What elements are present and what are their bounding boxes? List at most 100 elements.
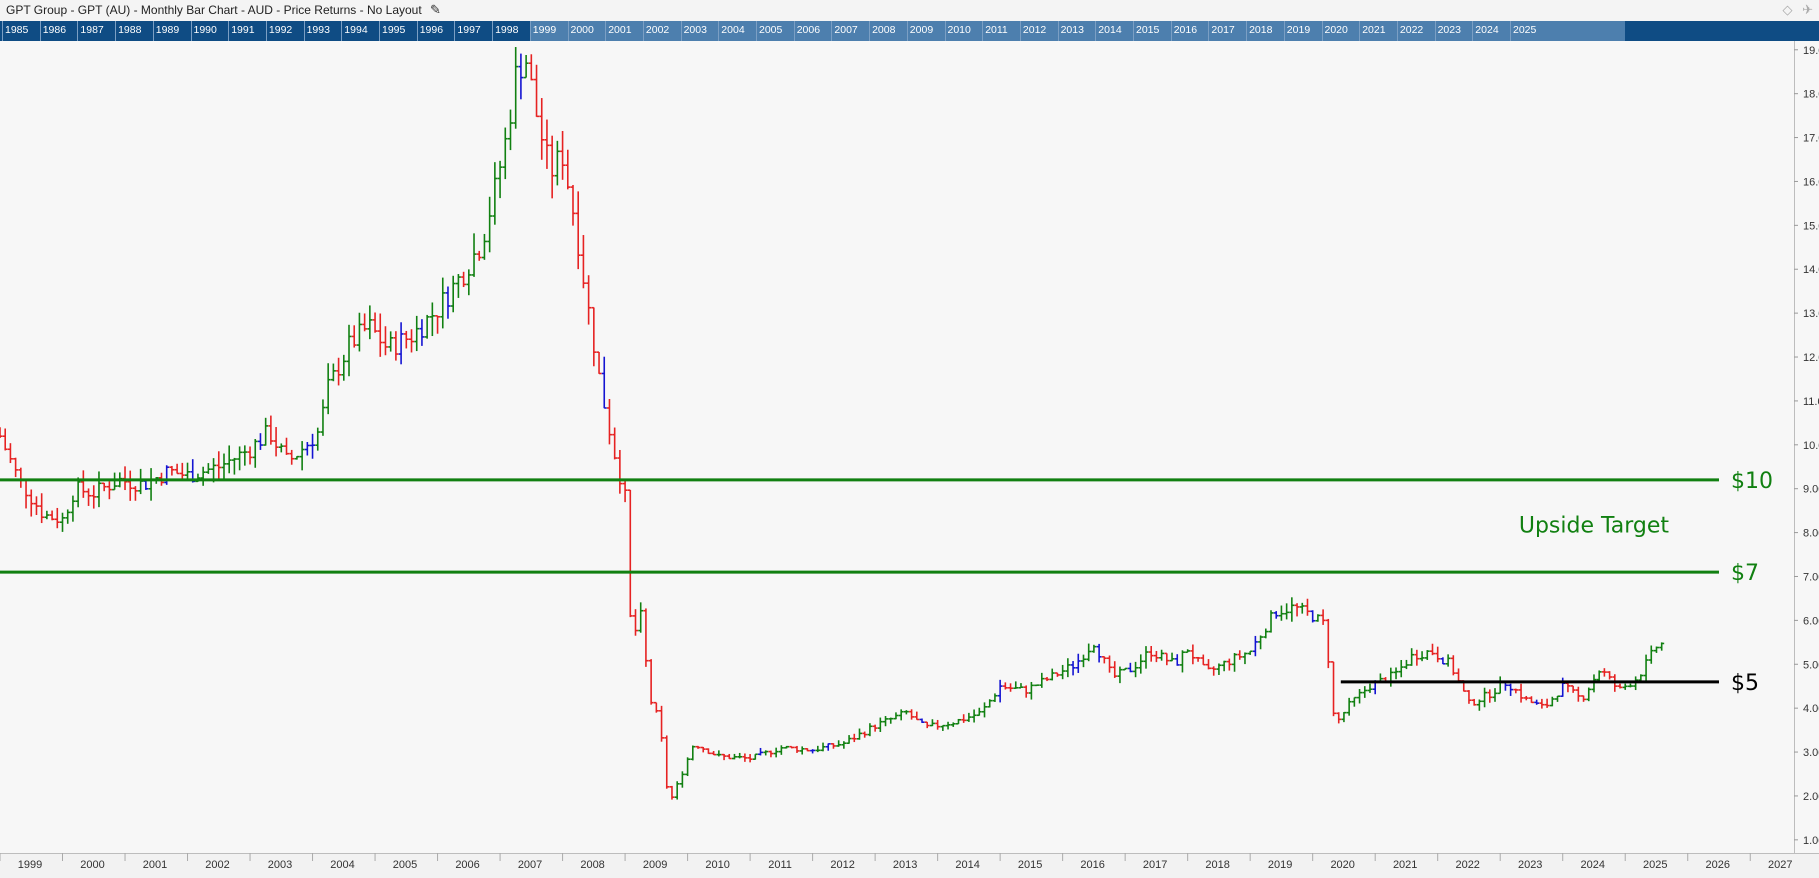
navigator-year-label: 2004 [721, 24, 745, 36]
x-tick-label: 2026 [1705, 859, 1729, 871]
date-navigator[interactable]: 1985 1986 1987 1988 1989 1990 1991 1992 1993 1994… [0, 21, 1819, 41]
navigator-tick [718, 21, 720, 41]
window-controls: ◇ ✈ [1776, 2, 1813, 18]
y-tick-label: 7.00 [1803, 571, 1819, 583]
price-bars [0, 47, 1665, 800]
y-tick-label: 13.00 [1803, 308, 1819, 320]
y-tick-label: 6.00 [1803, 615, 1819, 627]
upside-target-annotation: Upside Target [1519, 514, 1670, 539]
navigator-tick [303, 21, 305, 41]
navigator-year-label: 1998 [495, 24, 519, 36]
navigator-year-label: 2012 [1022, 24, 1047, 36]
navigator-tick [1133, 21, 1134, 41]
x-tick-label: 2024 [1580, 859, 1604, 871]
y-tick-label: 10.00 [1803, 440, 1819, 452]
x-tick-label: 2000 [80, 859, 104, 871]
navigator-year-label: 2015 [1136, 24, 1160, 36]
title-bar: GPT Group - GPT (AU) - Monthly Bar Chart… [0, 0, 1819, 22]
x-tick-label: 2012 [830, 859, 854, 871]
y-tick-label: 2.00 [1803, 791, 1819, 803]
y-tick-label: 12.00 [1803, 352, 1819, 364]
level-label: $10 [1731, 469, 1773, 494]
navigator-tick [1170, 21, 1172, 41]
navigator-year-label: 2022 [1399, 24, 1424, 36]
x-tick-label: 2027 [1768, 859, 1792, 871]
y-tick-label: 19.00 [1803, 45, 1819, 57]
navigator-tick [39, 21, 41, 41]
x-tick-label: 2008 [580, 859, 604, 871]
navigator-year-label: 1992 [268, 24, 293, 36]
pin-icon[interactable]: ✈ [1802, 2, 1813, 17]
navigator-year-label: 2009 [909, 24, 934, 36]
x-tick-label: 2019 [1268, 859, 1292, 871]
x-tick-label: 2005 [393, 859, 417, 871]
x-tick-label: 2023 [1518, 859, 1542, 871]
navigator-tick [1510, 21, 1511, 41]
y-tick-label: 18.00 [1803, 89, 1819, 101]
navigator-tick [1472, 21, 1474, 41]
navigator-year-label: 1985 [5, 24, 29, 36]
navigator-tick [831, 21, 833, 41]
x-tick-label: 2010 [705, 859, 729, 871]
navigator-year-label: 2013 [1060, 24, 1084, 36]
level-label: $5 [1731, 671, 1759, 696]
navigator-year-label: 2017 [1211, 24, 1235, 36]
y-tick-label: 14.00 [1803, 264, 1819, 276]
navigator-year-label: 2024 [1475, 24, 1499, 36]
x-tick-label: 2022 [1455, 859, 1479, 871]
navigator-tick [2, 21, 3, 41]
navigator-year-label: 1987 [80, 24, 104, 36]
navigator-year-label: 2020 [1324, 24, 1348, 36]
navigator-tick [115, 21, 117, 41]
navigator-year-label: 2007 [834, 24, 858, 36]
y-tick-label: 3.00 [1803, 747, 1819, 759]
navigator-year-label: 1999 [532, 24, 557, 36]
y-tick-label: 11.00 [1803, 396, 1819, 408]
x-tick-label: 2017 [1143, 859, 1167, 871]
y-tick-label: 1.00 [1803, 835, 1819, 847]
y-axis-panel [1794, 41, 1819, 878]
navigator-tick [944, 21, 946, 41]
navigator-tick [680, 21, 682, 41]
navigator-year-label: 2002 [645, 24, 670, 36]
x-axis-panel [0, 854, 1819, 878]
navigator-tick [228, 21, 230, 41]
y-tick-label: 9.00 [1803, 484, 1819, 496]
navigator-tick [1359, 21, 1361, 41]
x-tick-label: 2014 [955, 859, 979, 871]
navigator-tick [982, 21, 984, 41]
navigator-year-label: 1993 [306, 24, 330, 36]
navigator-year-label: 2001 [608, 24, 632, 36]
price-chart[interactable]: 1.00 2.00 3.00 4.00 5.00 6.00 7.00 8.00 9.00 10.0… [0, 41, 1819, 878]
navigator-tick [492, 21, 494, 41]
navigator-tick [1283, 21, 1285, 41]
navigator-tick [265, 21, 267, 41]
navigator-year-label: 2025 [1513, 24, 1537, 36]
navigator-year-label: 2010 [947, 24, 971, 36]
y-tick-label: 16.00 [1803, 176, 1819, 188]
navigator-tick [341, 21, 343, 41]
navigator-year-label: 2018 [1249, 24, 1273, 36]
diamond-icon[interactable]: ◇ [1782, 2, 1793, 17]
x-tick-label: 2001 [143, 859, 167, 871]
navigator-year-label: 2011 [985, 24, 1008, 36]
navigator-year-label: 2006 [796, 24, 821, 36]
navigator-year-label: 1988 [118, 24, 142, 36]
navigator-year-label: 1989 [155, 24, 180, 36]
navigator-selection[interactable] [530, 21, 1625, 41]
x-tick-label: 2002 [205, 859, 229, 871]
y-tick-label: 8.00 [1803, 528, 1819, 540]
navigator-tick [1321, 21, 1323, 41]
navigator-year-label: 1997 [457, 24, 481, 36]
navigator-year-label: 2003 [683, 24, 707, 36]
x-tick-label: 2018 [1205, 859, 1229, 871]
navigator-year-label: 1986 [42, 24, 67, 36]
navigator-tick [416, 21, 418, 41]
x-tick-label: 2006 [455, 859, 479, 871]
navigator-year-label: 2016 [1173, 24, 1198, 36]
navigator-year-label: 2023 [1437, 24, 1461, 36]
y-tick-label: 17.00 [1803, 133, 1819, 145]
x-tick-label: 2020 [1330, 859, 1354, 871]
navigator-year-label: 1994 [344, 24, 368, 36]
pencil-icon[interactable]: ✎ [430, 2, 441, 17]
